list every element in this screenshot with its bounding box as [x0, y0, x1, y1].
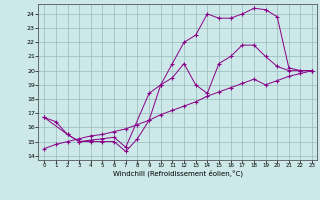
- X-axis label: Windchill (Refroidissement éolien,°C): Windchill (Refroidissement éolien,°C): [113, 170, 243, 177]
